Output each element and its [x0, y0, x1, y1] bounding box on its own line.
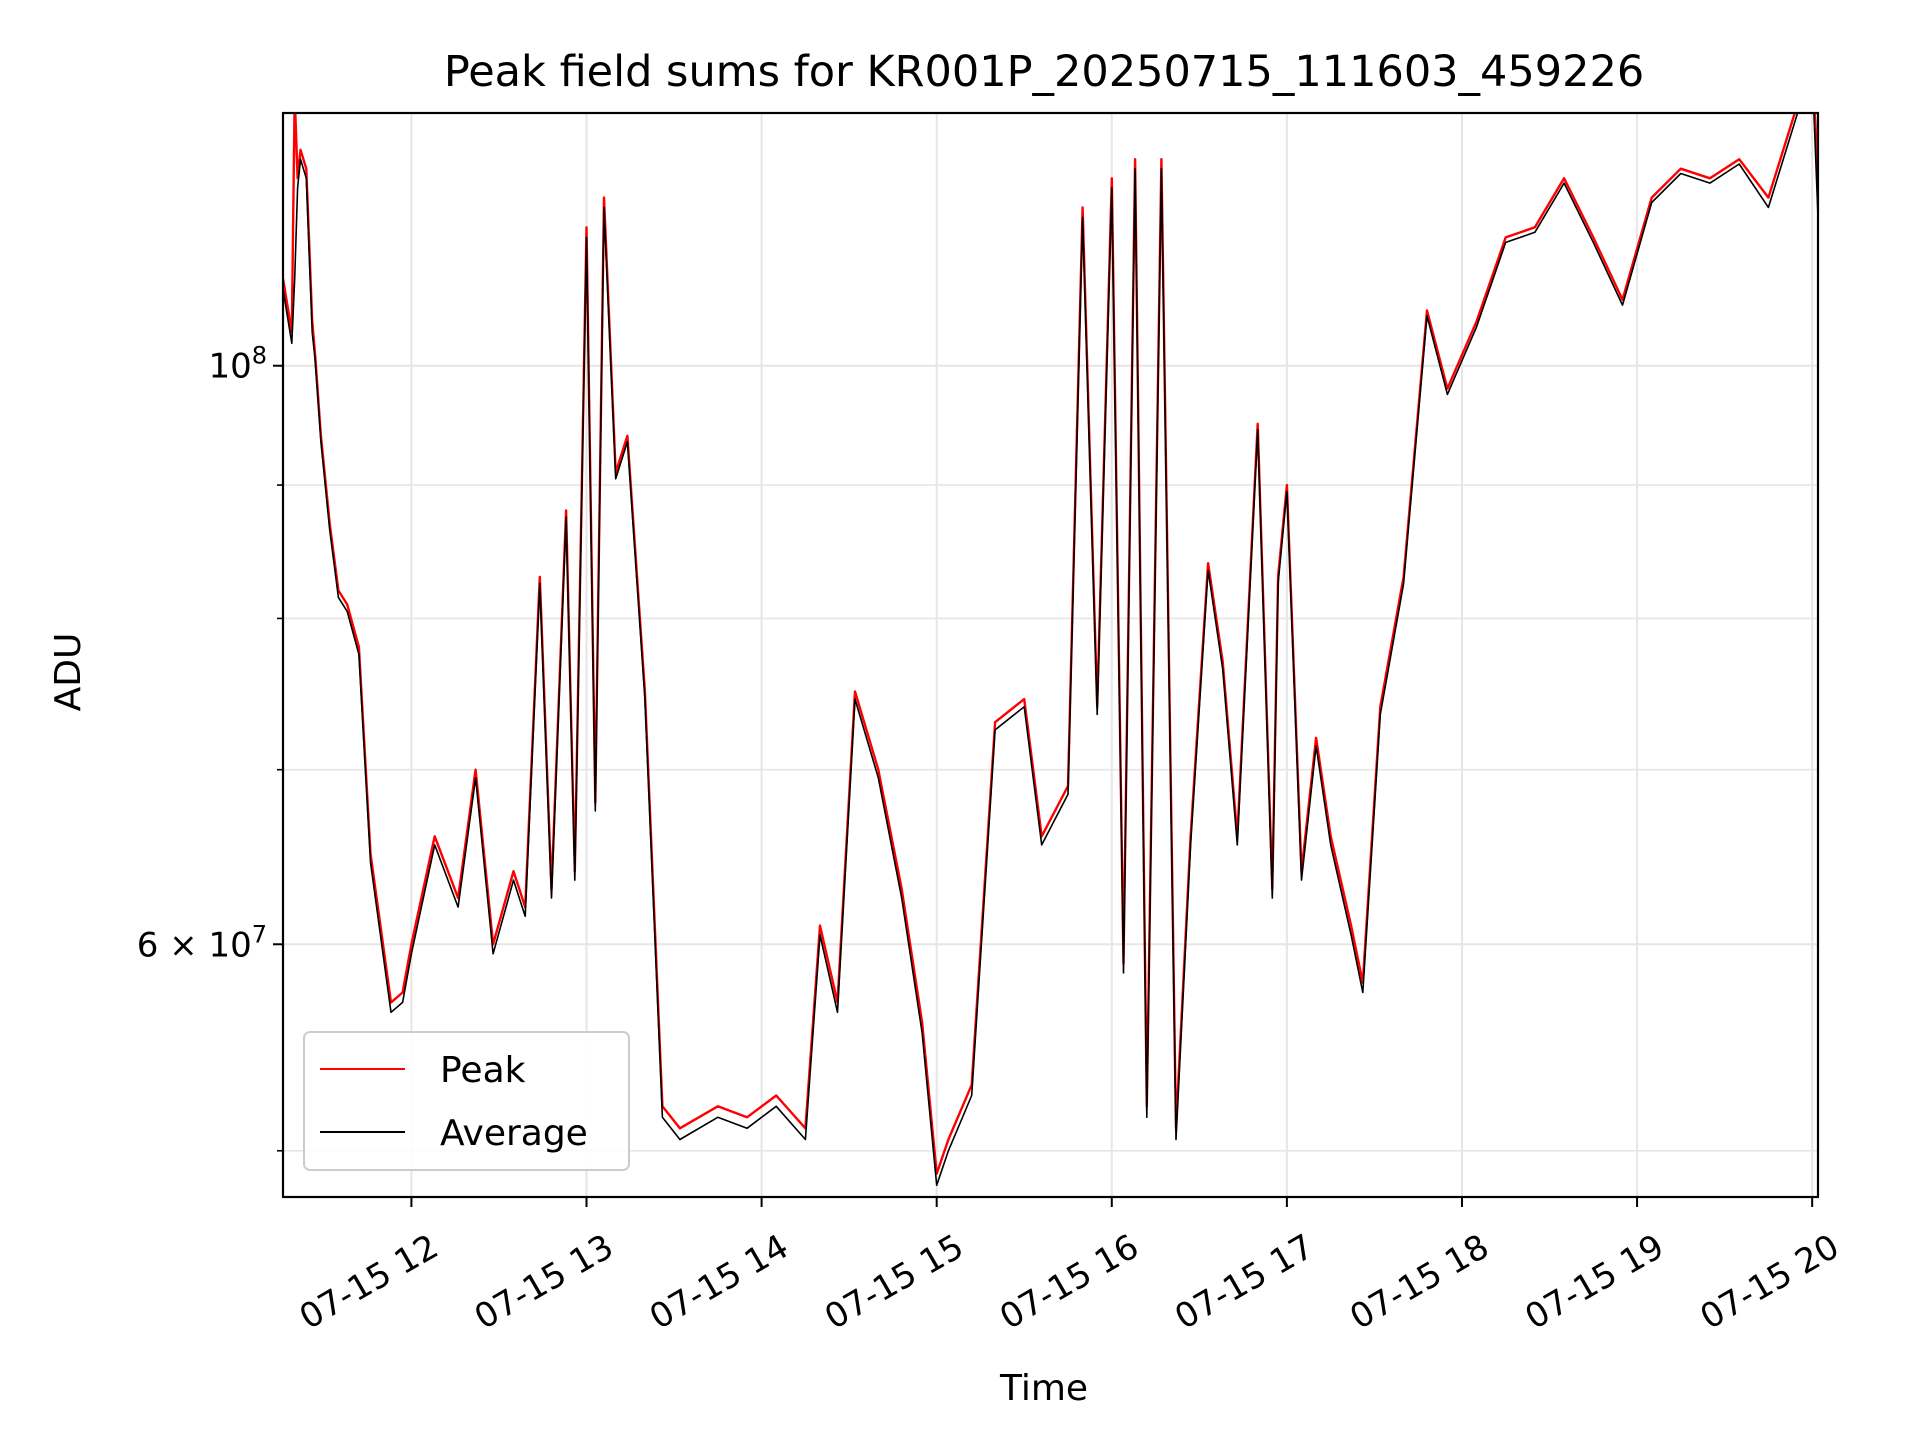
legend-label-average: Average — [440, 1113, 588, 1154]
series-layer — [283, 113, 1818, 1187]
chart-title: Peak field sums for KR001P_20250715_1116… — [444, 47, 1644, 97]
y-axis: 108 6 × 107 — [137, 342, 283, 1152]
legend-box — [303, 1031, 630, 1171]
legend: Peak Average — [303, 1031, 630, 1171]
x-axis-label: Time — [999, 1368, 1088, 1409]
series-line-peak — [283, 113, 1818, 1175]
plot-frame — [281, 111, 1820, 1199]
y-axis-label: ADU — [48, 633, 89, 712]
y-tick-label: 6 × 107 — [137, 920, 267, 965]
legend-label-peak: Peak — [440, 1050, 526, 1091]
y-tick-label: 108 — [208, 342, 267, 387]
series-line-average — [283, 113, 1818, 1187]
